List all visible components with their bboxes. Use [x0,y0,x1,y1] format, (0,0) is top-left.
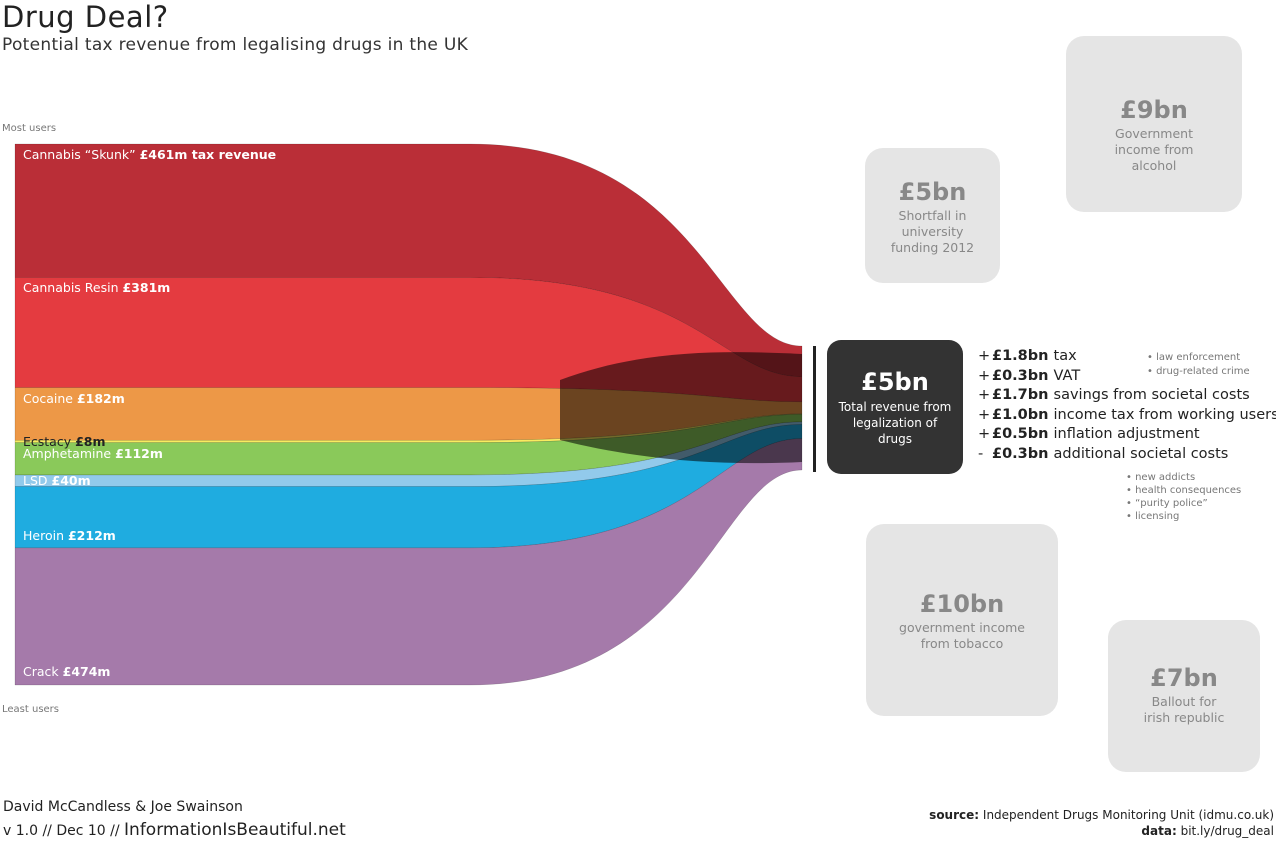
flow-label-4: Amphetamine £112m [23,446,163,461]
flow-name: Ecstacy [23,433,76,449]
brand-link[interactable]: InformationIsBeautiful.net [124,820,346,840]
flow-label-6: Heroin £212m [23,528,116,543]
data-link-text[interactable]: bit.ly/drug_deal [1180,824,1274,838]
component-sign: - [978,446,984,462]
revenue-component-3: + £1.0bn income tax from working users [978,407,1276,423]
flow-band-7 [14,438,803,686]
page-title: Drug Deal? [2,0,169,34]
author-credits: David McCandless & Joe Swainson [3,799,243,815]
version-text: v 1.0 // Dec 10 // [3,823,120,839]
source-label: source: [929,808,980,822]
comparison-value: £10bn [919,590,1005,618]
revenue-component-0: + £1.8bn tax [978,348,1077,364]
flow-value: £8m [75,433,106,449]
flow-value: £182m [76,390,125,406]
flow-label-5: LSD £40m [23,473,91,488]
component-amount: £1.0bn [992,406,1054,423]
savings-note-law-enforcement: • law enforcement [1147,352,1241,363]
component-label: inflation adjustment [1053,426,1200,443]
flow-name: Cannabis “Skunk” [23,147,140,162]
flow-name: Cocaine [23,390,77,406]
page-subtitle: Potential tax revenue from legalising dr… [2,35,469,55]
component-label: income tax from working users [1053,406,1276,423]
cost-note-new-addicts: • new addicts [1126,472,1196,483]
data-line: data: bit.ly/drug_deal [1141,824,1274,838]
total-bracket [813,346,816,472]
source-line: source: Independent Drugs Monitoring Uni… [929,808,1274,822]
flow-name: Crack [23,664,63,679]
comparison-box-university: £5bn Shortfall in university funding 201… [865,148,1000,283]
version-line: v 1.0 // Dec 10 // InformationIsBeautifu… [3,820,346,840]
component-amount: £0.3bn [992,367,1054,384]
component-sign: + [978,426,991,443]
component-amount: £1.8bn [992,348,1054,364]
component-label: additional societal costs [1053,446,1229,462]
flow-name: Cannabis Resin [23,280,123,296]
flow-label-2: Cocaine £182m [23,391,125,406]
comparison-description: Ballout for irish republic [1143,694,1225,725]
component-label: savings from societal costs [1053,387,1250,404]
total-revenue-value: £5bn [861,368,929,396]
component-amount: £0.5bn [992,426,1054,443]
data-label: data: [1141,824,1177,838]
flow-value: £461m tax revenue [139,147,277,162]
flow-value: £212m [67,527,116,543]
most-users-note: Most users [2,123,57,134]
comparison-description: Shortfall in university funding 2012 [890,208,975,255]
comparison-value: £7bn [1150,664,1218,692]
component-sign: + [978,367,991,384]
total-revenue-description: Total revenue from legalization of drugs [838,400,952,446]
savings-note-crime: • drug-related crime [1147,366,1250,377]
flow-name: Amphetamine [23,445,116,461]
flow-label-3: Ecstacy £8m [23,434,106,449]
component-sign: + [978,348,991,364]
component-sign: + [978,387,991,404]
comparison-description: government income from tobacco [899,620,1025,651]
flow-label-1: Cannabis Resin £381m [23,280,170,295]
comparison-description: Government income from alcohol [1114,126,1194,173]
flow-label-7: Crack £474m [23,664,110,679]
flow-name: Heroin [23,527,68,543]
comparison-box-ireland: £7bn Ballout for irish republic [1108,620,1260,772]
comparison-box-tobacco: £10bn government income from tobacco [866,524,1058,716]
component-sign: + [978,406,991,423]
comparison-value: £5bn [898,178,967,206]
flow-label-0: Cannabis “Skunk” £461m tax revenue [23,147,276,162]
cost-note-health: • health consequences [1126,485,1242,496]
revenue-component-1: + £0.3bn VAT [978,368,1080,384]
component-label: VAT [1053,367,1081,384]
least-users-note: Least users [2,704,60,715]
cost-note-purity-police: • “purity police” [1126,498,1208,509]
flow-value: £112m [115,445,163,461]
comparison-box-alcohol: £9bn Government income from alcohol [1066,36,1242,212]
flow-name: LSD [23,473,52,489]
comparison-value: £9bn [1120,96,1188,124]
flow-value: £381m [122,280,171,296]
flow-value: £40m [51,473,91,489]
revenue-component-4: + £0.5bn inflation adjustment [978,426,1200,442]
revenue-component-5: - £0.3bn additional societal costs [978,446,1228,462]
source-text: Independent Drugs Monitoring Unit (idmu.… [982,808,1274,822]
total-revenue-box: £5bn Total revenue from legalization of … [827,340,963,474]
component-amount: £1.7bn [992,387,1054,404]
flow-value: £474m [62,664,111,679]
component-label: tax [1053,348,1077,364]
revenue-component-2: + £1.7bn savings from societal costs [978,387,1250,403]
convergence-shadow [560,352,802,464]
component-amount: £0.3bn [992,446,1054,462]
cost-note-licensing: • licensing [1126,511,1180,522]
